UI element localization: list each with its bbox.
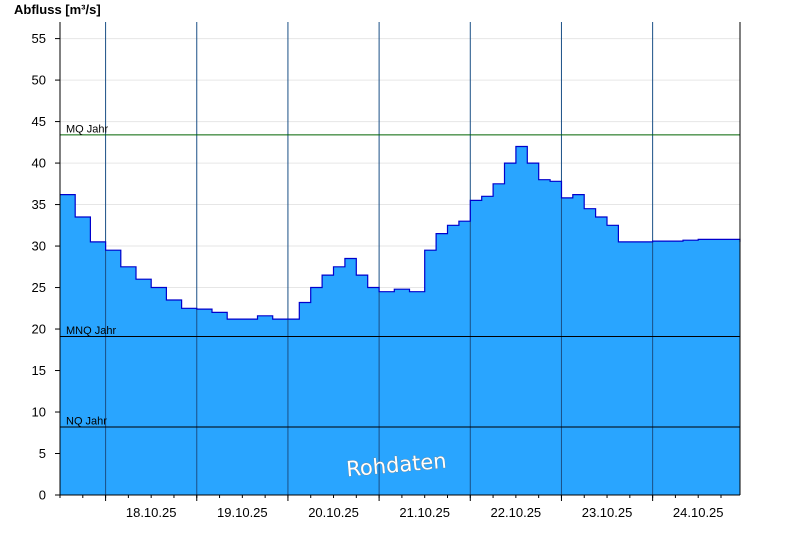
x-tick-label: 23.10.25 [582, 505, 633, 520]
y-tick-label: 45 [32, 114, 46, 129]
axes [55, 22, 741, 501]
y-tick-label: 10 [32, 405, 46, 420]
y-tick-label: 50 [32, 73, 46, 88]
x-tick-label: 22.10.25 [491, 505, 542, 520]
y-tick-label: 15 [32, 363, 46, 378]
discharge-line [60, 145, 741, 320]
y-tick-label: 30 [32, 239, 46, 254]
x-tick-label: 20.10.25 [308, 505, 359, 520]
x-tick-label: 19.10.25 [217, 505, 268, 520]
reference-lines: MQ Jahr MNQ Jahr NQ Jahr [60, 123, 740, 428]
x-tick-label: 24.10.25 [673, 505, 724, 520]
y-tick-label: 55 [32, 31, 46, 46]
discharge-area [60, 146, 740, 495]
x-tick-label: 18.10.25 [126, 505, 177, 520]
y-tick-label: 20 [32, 322, 46, 337]
day-separator-lines [105, 22, 654, 495]
reference-line-label: NQ Jahr [66, 415, 107, 427]
y-tick-label: 35 [32, 197, 46, 212]
reference-line-label: MNQ Jahr [66, 325, 116, 337]
y-tick-label: 25 [32, 280, 46, 295]
x-tick-labels: 18.10.25 19.10.25 20.10.25 21.10.25 22.10.25… [126, 505, 724, 520]
y-tick-label: 0 [39, 488, 46, 503]
y-tick-label: 40 [32, 156, 46, 171]
x-tick-label: 21.10.25 [399, 505, 450, 520]
reference-line-label: MQ Jahr [66, 123, 109, 135]
y-axis-label: Abfluss [m³/s] [14, 2, 101, 17]
y-tick-label: 5 [39, 446, 46, 461]
y-tick-labels: 0 5 10 15 20 25 30 35 40 45 50 55 [32, 31, 46, 502]
